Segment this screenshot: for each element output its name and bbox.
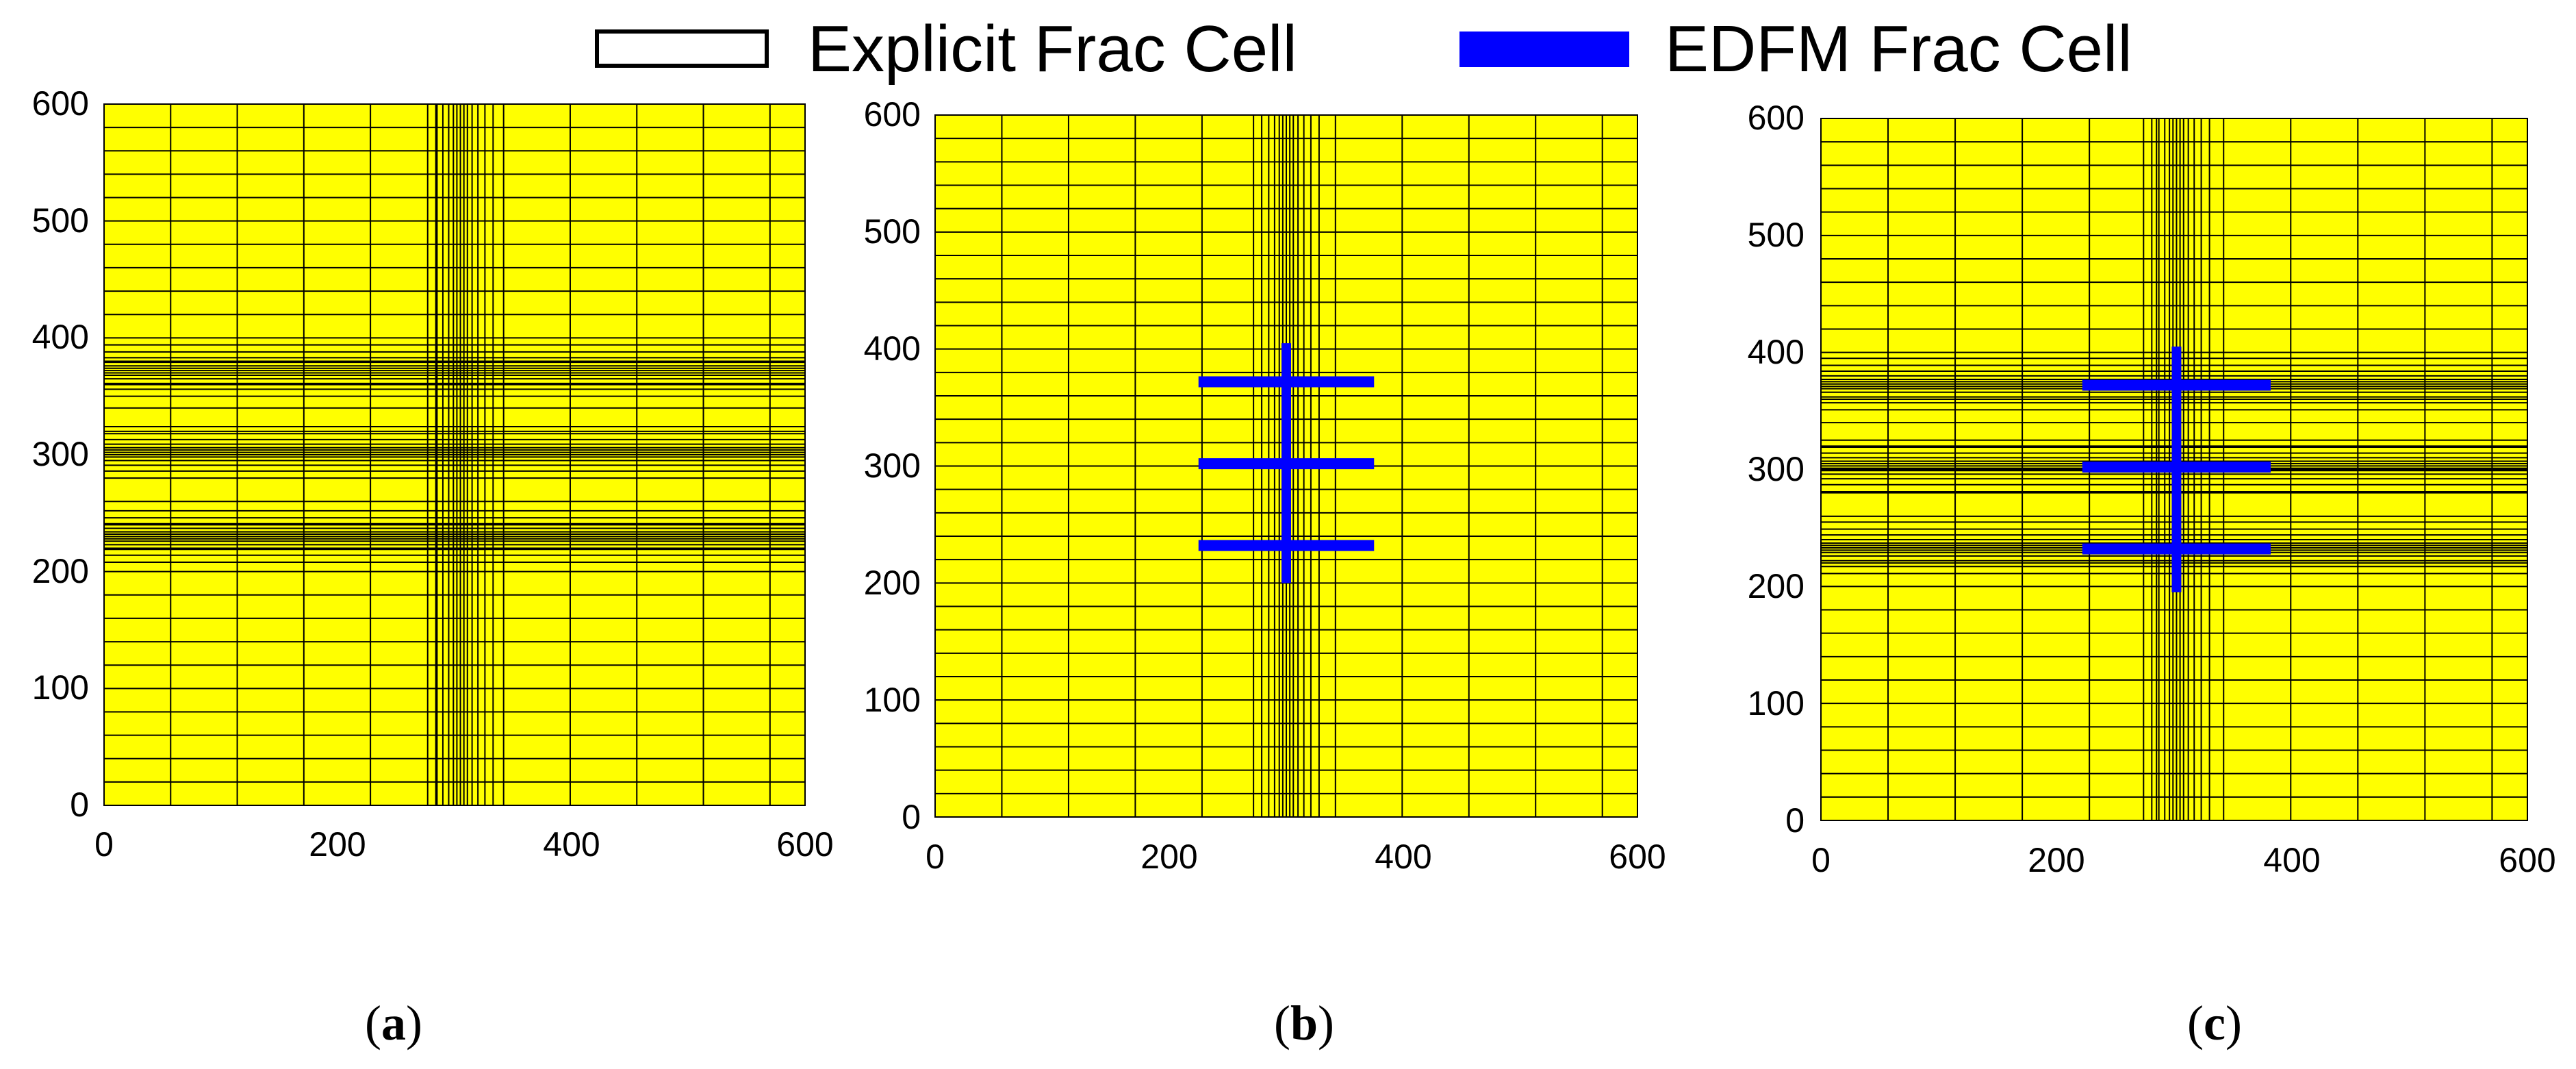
panel-a-x-ticks: 0 200 400 600 [94,825,834,864]
panel-a-y-tick: 500 [32,201,89,240]
panel-a-y-tick: 100 [32,668,89,707]
legend-edfm-swatch [1459,32,1629,67]
panel-a-x-tick: 0 [94,825,114,864]
panel-a-y-tick: 0 [70,785,89,824]
panel-a-caption-letter: a [381,996,406,1051]
panel-b-y-tick: 400 [864,329,921,368]
panel-a-x-tick: 600 [776,825,833,864]
legend-explicit-swatch [595,29,769,68]
panel-c-x-tick: 400 [2263,841,2320,879]
panel-c-y-tick: 600 [1748,99,1805,137]
panel-b-x-tick: 200 [1140,838,1197,876]
panel-c-caption-letter: c [2204,996,2226,1051]
panel-b-y-tick: 300 [864,447,921,485]
panel-a-x-tick: 200 [309,825,366,864]
panel-b-y-tick: 0 [902,798,921,836]
panel-c-y-tick: 0 [1785,801,1805,840]
panel-c-x-tick: 0 [1811,841,1831,879]
panel-a-y-ticks: 0 100 200 300 400 500 600 [32,84,89,824]
panel-c-x-ticks: 0 200 400 600 [1811,841,2556,879]
panel-b-edfm [1198,343,1375,583]
panel-c-edfm [2082,347,2271,592]
panel-c-y-ticks: 0 100 200 300 400 500 600 [1748,99,1805,840]
panel-a-x-tick: 400 [543,825,600,864]
panel-b-y-tick: 500 [864,212,921,251]
legend-explicit-label: Explicit Frac Cell [808,12,1297,86]
panel-b-x-tick: 400 [1375,838,1431,876]
panel-c-y-tick: 300 [1748,450,1805,488]
panel-c-frame [1820,118,2528,821]
panel-a-y-tick: 600 [32,84,89,123]
panel-b-y-tick: 600 [864,95,921,134]
panel-c-y-tick: 100 [1748,684,1805,722]
panel-a-y-tick: 300 [32,435,89,473]
panel-a-grid [103,103,806,806]
panel-c: 0 200 400 600 0 100 200 300 400 500 600 … [1748,99,2556,1051]
panel-c-grid [1820,118,2528,821]
panel-b-x-tick: 600 [1609,838,1666,876]
panel-b-x-tick: 0 [926,838,945,876]
panel-c-x-tick: 200 [2028,841,2084,879]
panel-b-y-tick: 100 [864,681,921,719]
panel-c-y-tick: 200 [1748,567,1805,605]
legend-edfm-label: EDFM Frac Cell [1665,12,2132,86]
panel-a-y-tick: 400 [32,318,89,356]
panel-c-x-tick: 600 [2499,841,2555,879]
panel-b-caption-letter: b [1290,996,1318,1051]
panel-b-caption: (b) [1274,996,1334,1051]
panel-a-y-tick: 200 [32,552,89,590]
panel-b-y-ticks: 0 100 200 300 400 500 600 [864,95,921,836]
panel-c-y-tick: 500 [1748,216,1805,254]
panel-b: 0 200 400 600 0 100 200 300 400 500 600 … [864,95,1666,1051]
panel-b-x-ticks: 0 200 400 600 [926,838,1666,876]
panel-b-frame [934,114,1638,818]
panel-a-frame [103,103,806,806]
panel-a: 0 200 400 600 0 100 200 300 400 500 600 … [32,84,834,1051]
panel-b-y-tick: 200 [864,564,921,602]
panel-c-caption: (c) [2187,996,2242,1051]
legend: Explicit Frac Cell EDFM Frac Cell [595,12,2132,86]
panel-c-y-tick: 400 [1748,333,1805,371]
panel-a-caption: (a) [365,996,422,1051]
